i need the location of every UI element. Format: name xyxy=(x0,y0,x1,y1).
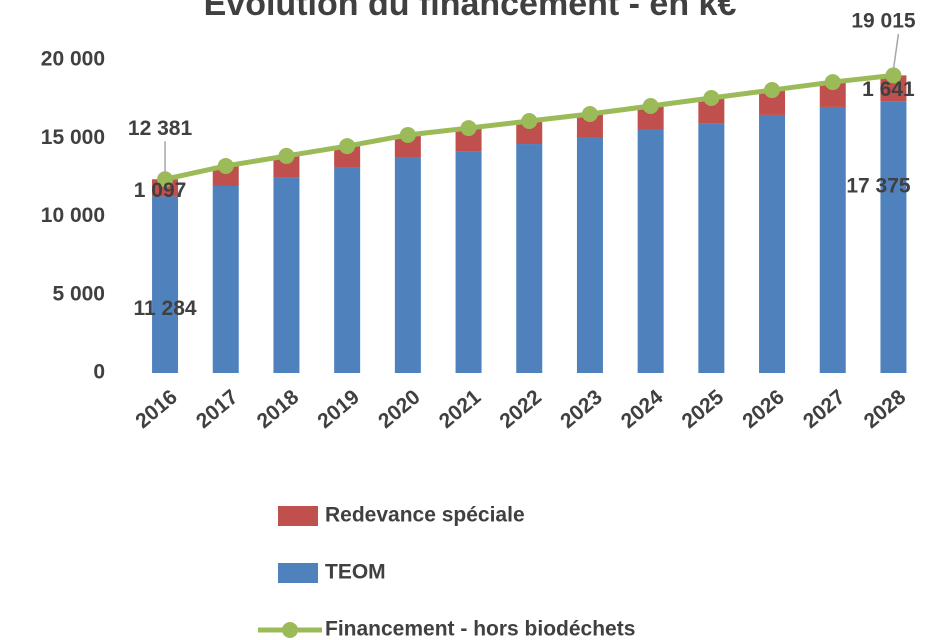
x-tick-label: 2028 xyxy=(860,385,911,433)
y-tick-label: 15 000 xyxy=(41,126,105,149)
data-label: 11 284 xyxy=(134,297,197,320)
x-tick-label: 2023 xyxy=(556,385,607,433)
x-tick-label: 2017 xyxy=(192,385,243,433)
bar-segment xyxy=(637,106,664,130)
x-tick-label: 2027 xyxy=(799,385,850,433)
bar-segment xyxy=(516,144,543,373)
bar-segment xyxy=(880,101,907,374)
bar-segment xyxy=(212,165,239,186)
x-tick-label: 2022 xyxy=(495,385,546,433)
bar-segment xyxy=(394,134,421,158)
legend-label: Financement - hors biodéchets xyxy=(325,618,635,640)
x-tick-label: 2016 xyxy=(131,385,182,433)
line-marker xyxy=(521,113,538,130)
bar-segment xyxy=(516,121,543,145)
legend-swatch xyxy=(282,622,298,638)
leader-line xyxy=(892,33,900,70)
bar-segment xyxy=(334,167,361,373)
data-label: 19 015 xyxy=(851,10,916,33)
y-tick-label: 10 000 xyxy=(41,204,105,227)
bar-segment xyxy=(152,196,179,373)
legend-label: Redevance spéciale xyxy=(325,504,525,527)
x-tick-label: 2026 xyxy=(738,385,789,433)
x-tick-label: 2024 xyxy=(617,385,668,433)
line-marker xyxy=(764,82,781,99)
bar-segment xyxy=(576,113,603,137)
line-marker xyxy=(157,171,174,188)
bar-segment xyxy=(455,128,482,152)
line-marker xyxy=(460,120,477,137)
x-tick-label: 2020 xyxy=(374,385,425,433)
x-tick-label: 2025 xyxy=(678,385,729,433)
line-marker xyxy=(399,126,416,143)
y-tick-label: 5 000 xyxy=(52,282,105,305)
bar-segment xyxy=(698,123,725,373)
legend-swatch xyxy=(278,506,318,526)
line-marker xyxy=(217,157,234,174)
chart-title: Evolution du financement - en k€ xyxy=(204,0,737,23)
line-marker xyxy=(824,74,841,91)
line-marker xyxy=(581,105,598,122)
line-marker xyxy=(339,138,356,155)
bar-segment xyxy=(637,129,664,373)
legend-swatch xyxy=(278,563,318,583)
bar-segment xyxy=(394,157,421,373)
data-label: 12 381 xyxy=(128,117,193,140)
x-tick-label: 2019 xyxy=(313,385,364,433)
bar-segment xyxy=(273,155,300,178)
y-tick-label: 0 xyxy=(93,361,105,384)
line-marker xyxy=(885,67,902,84)
x-tick-label: 2018 xyxy=(253,385,304,433)
bar-segment xyxy=(273,177,300,373)
bar-segment xyxy=(455,151,482,373)
line-marker xyxy=(278,147,295,164)
bar-segment xyxy=(334,146,361,168)
bar-segment xyxy=(212,185,239,373)
line-marker xyxy=(642,98,659,115)
data-label: 1 641 xyxy=(862,78,915,101)
line-marker xyxy=(703,90,720,107)
y-tick-label: 20 000 xyxy=(41,48,105,71)
bar-segment xyxy=(819,106,846,373)
data-label: 17 375 xyxy=(846,175,911,198)
bar-segment xyxy=(759,114,786,373)
legend-label: TEOM xyxy=(325,561,386,584)
data-label: 1 097 xyxy=(134,179,187,202)
x-tick-label: 2021 xyxy=(435,385,486,433)
bar-segment xyxy=(576,136,603,373)
